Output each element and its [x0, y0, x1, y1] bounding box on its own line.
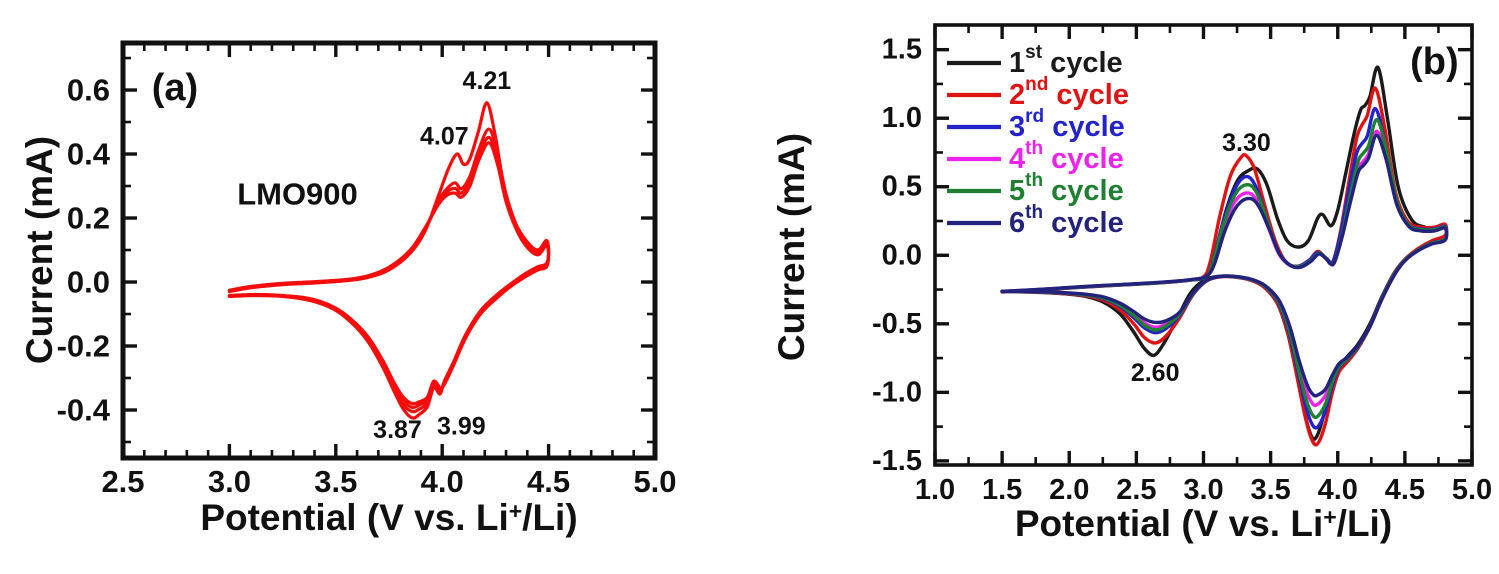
y-tick-label: -0.2 — [57, 329, 110, 364]
x-tick-label: 3.5 — [314, 464, 357, 499]
x-tick-label: 2.5 — [101, 464, 144, 499]
panel-a-x-axis-label: Potential (V vs. Li+/Li) — [123, 497, 655, 539]
annotation-3.87: 3.87 — [373, 416, 422, 444]
y-tick-label: 1.5 — [882, 34, 922, 66]
x-axis-label-superscript: + — [1323, 504, 1337, 530]
annotation-2.60: 2.60 — [1131, 359, 1180, 387]
y-tick-label: -1.5 — [872, 445, 922, 477]
x-tick-label: 1.0 — [915, 474, 955, 506]
x-tick-label: 5.0 — [1452, 474, 1492, 506]
x-tick-label: 4.0 — [421, 464, 464, 499]
cv-curve-cycle-4 — [227, 141, 551, 406]
panel-b-x-axis-label: Potential (V vs. Li+/Li) — [935, 503, 1472, 545]
legend-item-2nd-cycle: 2nd cycle — [1009, 74, 1129, 112]
legend-item-4th-cycle: 4th cycle — [1009, 138, 1124, 176]
x-tick-label: 4.5 — [1385, 474, 1425, 506]
x-axis-label-text: Potential (V vs. Li — [1014, 503, 1324, 544]
legend-item-1st-cycle: 1st cycle — [1009, 42, 1123, 80]
legend-item-3rd-cycle: 3rd cycle — [1009, 106, 1125, 144]
annotation-3.99: 3.99 — [437, 413, 486, 441]
annotation-3.30: 3.30 — [1222, 129, 1271, 157]
y-tick-label: 1.0 — [882, 102, 922, 134]
y-tick-label: 0.5 — [882, 171, 922, 203]
y-tick-label: 0.6 — [67, 73, 110, 108]
annotation-4.21: 4.21 — [463, 67, 512, 95]
x-tick-label: 1.5 — [982, 474, 1022, 506]
x-tick-label: 3.5 — [1250, 474, 1290, 506]
cv-plot-b: 1.0 1.5 2.0 2.5 3.0 3.5 4.0 4.5 5.0 1.5 1.0 0.5 0.0 -… — [872, 23, 1492, 506]
x-tick-label: 4.5 — [527, 464, 570, 499]
y-tick-label: 0.2 — [67, 201, 110, 236]
x-tick-label: 3.0 — [208, 464, 251, 499]
panel-b: 1.0 1.5 2.0 2.5 3.0 3.5 4.0 4.5 5.0 1.5 1.0 0.5 0.0 -… — [750, 0, 1499, 574]
panel-b-y-axis-label: Current (mA) — [771, 132, 812, 362]
cv-plot-a: 2.5 3.0 3.5 4.0 4.5 5.0 0.6 0.4 0.2 0.0 -0.2 -0.4 (a… — [57, 40, 677, 499]
y-tick-label: 0.0 — [882, 239, 922, 271]
x-tick-label: 4.0 — [1318, 474, 1358, 506]
x-tick-label: 3.0 — [1183, 474, 1223, 506]
legend-item-6th-cycle: 6th cycle — [1009, 202, 1124, 240]
annotation-(b): (b) — [1410, 41, 1459, 83]
x-axis-label-superscript: + — [508, 498, 523, 524]
x-tick-label: 5.0 — [633, 464, 676, 499]
x-axis-label-text: /Li) — [522, 497, 578, 538]
annotation-4.07: 4.07 — [420, 122, 469, 150]
plot-frame — [120, 40, 658, 461]
annotation-(a): (a) — [152, 67, 198, 109]
annotation-LMO900: LMO900 — [237, 177, 358, 212]
y-tick-label: 0.0 — [67, 265, 110, 300]
y-tick-label: -0.4 — [57, 393, 111, 428]
x-axis-label-text: Potential (V vs. Li — [200, 497, 509, 538]
x-tick-label: 2.0 — [1049, 474, 1089, 506]
legend-item-5th-cycle: 5th cycle — [1009, 170, 1124, 208]
x-axis-label-text: /Li) — [1336, 503, 1393, 544]
y-tick-label: -0.5 — [872, 308, 922, 340]
x-tick-label: 2.5 — [1116, 474, 1156, 506]
y-tick-label: 0.4 — [67, 137, 111, 172]
panel-a: 2.5 3.0 3.5 4.0 4.5 5.0 0.6 0.4 0.2 0.0 -0.2 -0.4 (a… — [19, 40, 677, 539]
y-tick-label: -1.0 — [872, 376, 922, 408]
panel-a-y-axis-label: Current (mA) — [19, 135, 60, 365]
cv-curve-6th-cycle — [1000, 133, 1449, 398]
